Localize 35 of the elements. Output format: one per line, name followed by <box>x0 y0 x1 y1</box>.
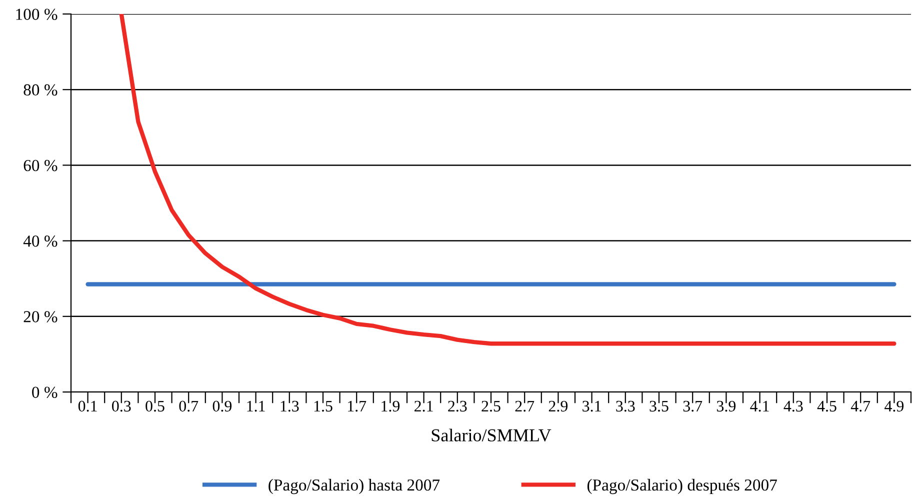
x-tick-label: 3.9 <box>716 400 736 412</box>
x-tick-label: 0.7 <box>179 400 198 412</box>
y-tick-label: 40 % <box>23 236 58 247</box>
y-tick-label: 0 % <box>32 386 58 398</box>
y-tick-label: 80 % <box>24 84 58 96</box>
x-tick-label: 3.1 <box>582 400 601 412</box>
x-tick-label: 2.3 <box>448 400 467 412</box>
y-tick-label: 20 % <box>24 311 58 322</box>
x-tick-label: 4.7 <box>850 400 870 412</box>
x-tick-label: 0.9 <box>212 400 232 412</box>
x-tick-label: 1.3 <box>280 400 299 412</box>
line-series <box>119 14 896 346</box>
x-tick-label: 0.3 <box>112 400 131 412</box>
x-tick-label: 2.9 <box>548 400 568 412</box>
x-tick-label: 0.5 <box>146 400 164 412</box>
x-tick-label: 4.3 <box>784 400 803 412</box>
x-tick-label: 4.9 <box>884 400 904 412</box>
x-tick-label: 3.5 <box>650 400 668 412</box>
x-tick-label: 3.3 <box>616 400 635 412</box>
legend-label: (Pago/Salario) hasta 2007 <box>268 478 440 494</box>
x-tick-label: 2.7 <box>515 400 534 412</box>
x-tick-label: 1.5 <box>314 400 332 412</box>
x-tick-label: 2.5 <box>482 400 500 412</box>
x-tick-label: 1.7 <box>348 400 366 412</box>
legend-label: (Pago/Salario) después 2007 <box>587 478 777 494</box>
x-tick-label: 1.1 <box>247 400 265 412</box>
x-tick-label: 4.5 <box>817 400 836 412</box>
x-tick-label: 0.1 <box>78 400 97 412</box>
x-tick-label: 1.9 <box>382 400 400 412</box>
x-tick-label: 3.7 <box>683 400 702 412</box>
y-tick-label: 100 % <box>16 8 58 20</box>
x-axis-title: Salario/SMMLV <box>432 428 552 442</box>
x-tick-label: 2.1 <box>414 400 433 412</box>
x-tick-label: 4.1 <box>750 400 769 412</box>
y-tick-label: 60 % <box>24 160 58 172</box>
